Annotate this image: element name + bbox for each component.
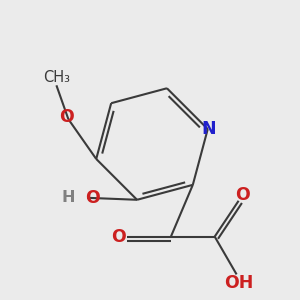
Text: CH₃: CH₃	[43, 70, 70, 85]
Text: OH: OH	[224, 274, 253, 292]
Text: O: O	[59, 108, 74, 126]
Text: H: H	[61, 190, 74, 205]
Text: O: O	[111, 228, 126, 246]
Text: O: O	[235, 186, 250, 204]
Text: N: N	[202, 120, 216, 138]
Text: O: O	[85, 189, 100, 207]
